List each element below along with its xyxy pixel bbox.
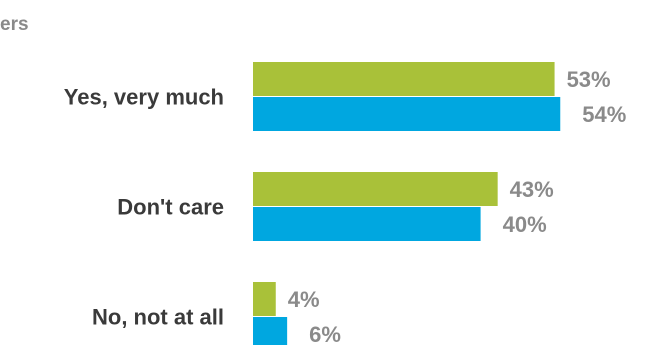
bar-yes-very-much-series-2	[253, 97, 560, 131]
value-label-no-not-at-all-series-2: 6%	[309, 322, 341, 345]
category-label-yes-very-much: Yes, very much	[64, 85, 224, 110]
bar-no-not-at-all-series-1	[253, 282, 276, 316]
value-label-yes-very-much-series-1: 53%	[567, 67, 611, 92]
bar-yes-very-much-series-1	[253, 62, 555, 96]
value-label-no-not-at-all-series-1: 4%	[288, 287, 320, 312]
category-labels: Yes, very much Don't care No, not at all	[64, 85, 224, 330]
bar-don-t-care-series-2	[253, 207, 481, 241]
category-label-don-t-care: Don't care	[117, 195, 224, 220]
bar-no-not-at-all-series-2	[253, 317, 287, 345]
legend-partial-label: ers	[0, 14, 29, 35]
value-label-don-t-care-series-2: 40%	[503, 212, 547, 237]
category-label-no-not-at-all: No, not at all	[92, 305, 224, 330]
bar-don-t-care-series-1	[253, 172, 498, 206]
value-label-yes-very-much-series-2: 54%	[582, 102, 626, 127]
value-label-don-t-care-series-1: 43%	[510, 177, 554, 202]
